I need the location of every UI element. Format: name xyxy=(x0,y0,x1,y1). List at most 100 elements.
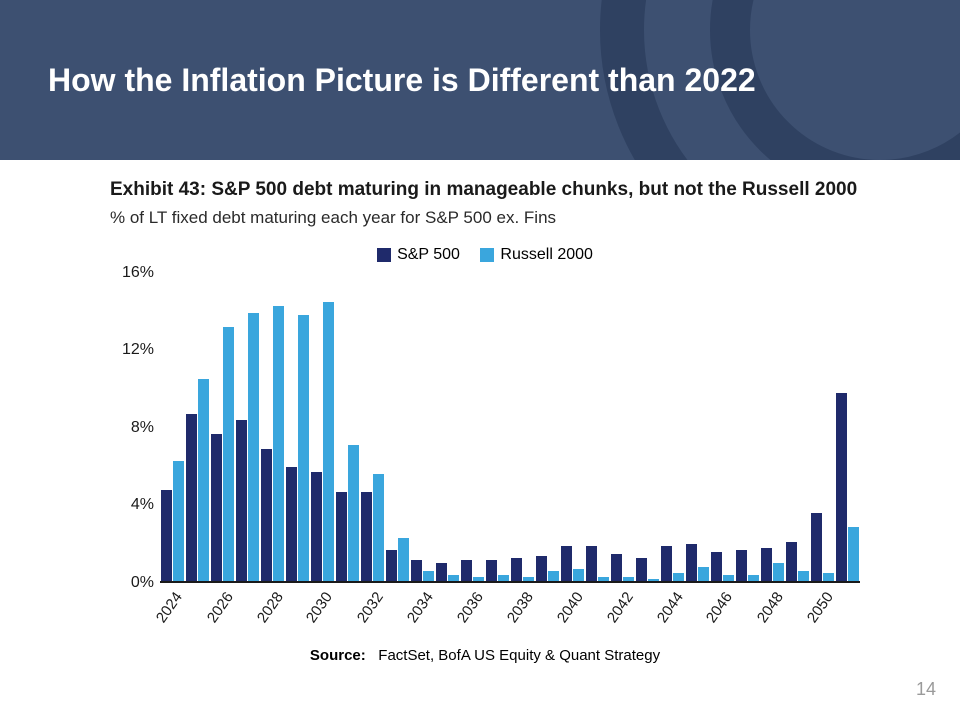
bar-russell xyxy=(198,379,209,582)
bar-sp500 xyxy=(361,492,372,583)
bar-group xyxy=(185,273,210,583)
bar-group xyxy=(785,273,810,583)
bar-group xyxy=(210,273,235,583)
bar-sp500 xyxy=(236,420,247,583)
chart-source: Source: FactSet, BofA US Equity & Quant … xyxy=(110,647,860,664)
bar-group xyxy=(735,273,760,583)
bar-russell xyxy=(298,315,309,582)
bar-sp500 xyxy=(336,492,347,583)
bar-sp500 xyxy=(461,560,472,583)
legend-label-sp500: S&P 500 xyxy=(397,246,460,264)
bar-group xyxy=(285,273,310,583)
legend-item-russell: Russell 2000 xyxy=(480,246,593,264)
bar-group xyxy=(485,273,510,583)
bar-group xyxy=(810,273,835,583)
bar-sp500 xyxy=(486,560,497,583)
chart-plot-area: 0%4%8%12%16% xyxy=(160,273,860,583)
x-tick-label: 2040 xyxy=(553,589,586,626)
bar-sp500 xyxy=(711,552,722,583)
x-tick-label: 2044 xyxy=(653,589,686,626)
source-label: Source: xyxy=(310,647,366,664)
bar-sp500 xyxy=(286,467,297,583)
bar-group xyxy=(260,273,285,583)
exhibit-title: Exhibit 43: S&P 500 debt maturing in man… xyxy=(110,178,860,202)
bar-russell xyxy=(848,527,859,583)
chart-container: Exhibit 43: S&P 500 debt maturing in man… xyxy=(0,160,960,664)
bar-group xyxy=(585,273,610,583)
bar-russell xyxy=(398,538,409,583)
x-axis: 2024202620282030203220342036203820402042… xyxy=(160,583,860,643)
legend-swatch-sp500 xyxy=(377,248,391,262)
bar-sp500 xyxy=(186,414,197,583)
x-tick-label: 2036 xyxy=(453,589,486,626)
y-tick-label: 4% xyxy=(131,496,154,514)
bar-sp500 xyxy=(561,546,572,583)
bar-sp500 xyxy=(611,554,622,583)
y-tick-label: 16% xyxy=(122,264,154,282)
bar-group xyxy=(685,273,710,583)
bar-sp500 xyxy=(736,550,747,583)
legend-swatch-russell xyxy=(480,248,494,262)
x-tick-label: 2042 xyxy=(603,589,636,626)
bar-sp500 xyxy=(761,548,772,583)
slide-title: How the Inflation Picture is Different t… xyxy=(48,62,756,99)
bar-group xyxy=(160,273,185,583)
bar-sp500 xyxy=(411,560,422,583)
x-tick-label: 2028 xyxy=(253,589,286,626)
y-tick-label: 0% xyxy=(131,574,154,592)
bar-group xyxy=(360,273,385,583)
x-tick-label: 2030 xyxy=(303,589,336,626)
bar-group xyxy=(385,273,410,583)
bar-sp500 xyxy=(811,513,822,583)
x-tick-label: 2038 xyxy=(503,589,536,626)
title-banner: How the Inflation Picture is Different t… xyxy=(0,0,960,160)
page-number: 14 xyxy=(916,679,936,700)
bar-sp500 xyxy=(686,544,697,583)
x-tick-label: 2048 xyxy=(753,589,786,626)
bar-russell xyxy=(348,445,359,583)
bar-group xyxy=(560,273,585,583)
bar-sp500 xyxy=(211,434,222,583)
bar-groups xyxy=(160,273,860,583)
y-axis: 0%4%8%12%16% xyxy=(110,273,160,583)
bar-russell xyxy=(173,461,184,583)
bar-group xyxy=(660,273,685,583)
source-text: FactSet, BofA US Equity & Quant Strategy xyxy=(378,647,660,664)
bar-group xyxy=(760,273,785,583)
x-tick-label: 2026 xyxy=(203,589,236,626)
exhibit-subtitle: % of LT fixed debt maturing each year fo… xyxy=(110,208,860,228)
bar-sp500 xyxy=(636,558,647,583)
bar-group xyxy=(635,273,660,583)
y-tick-label: 8% xyxy=(131,419,154,437)
bar-sp500 xyxy=(661,546,672,583)
x-tick-label: 2032 xyxy=(353,589,386,626)
bar-group xyxy=(535,273,560,583)
bar-russell xyxy=(223,327,234,583)
bar-sp500 xyxy=(836,393,847,583)
x-tick-label: 2024 xyxy=(153,589,186,626)
bar-group xyxy=(435,273,460,583)
bar-group xyxy=(335,273,360,583)
bar-group xyxy=(235,273,260,583)
bar-russell xyxy=(323,302,334,583)
y-tick-label: 12% xyxy=(122,341,154,359)
x-tick-label: 2046 xyxy=(703,589,736,626)
bar-russell xyxy=(273,306,284,583)
chart-legend: S&P 500 Russell 2000 xyxy=(110,246,860,267)
bar-group xyxy=(835,273,860,583)
bar-group xyxy=(710,273,735,583)
bar-sp500 xyxy=(261,449,272,583)
bar-sp500 xyxy=(586,546,597,583)
bar-russell xyxy=(373,474,384,583)
x-tick-label: 2034 xyxy=(403,589,436,626)
bar-group xyxy=(410,273,435,583)
bar-group xyxy=(460,273,485,583)
legend-item-sp500: S&P 500 xyxy=(377,246,460,264)
bar-sp500 xyxy=(161,490,172,583)
x-tick-label: 2050 xyxy=(803,589,836,626)
bar-sp500 xyxy=(786,542,797,583)
legend-label-russell: Russell 2000 xyxy=(500,246,593,264)
bar-group xyxy=(510,273,535,583)
bar-group xyxy=(310,273,335,583)
bar-sp500 xyxy=(386,550,397,583)
